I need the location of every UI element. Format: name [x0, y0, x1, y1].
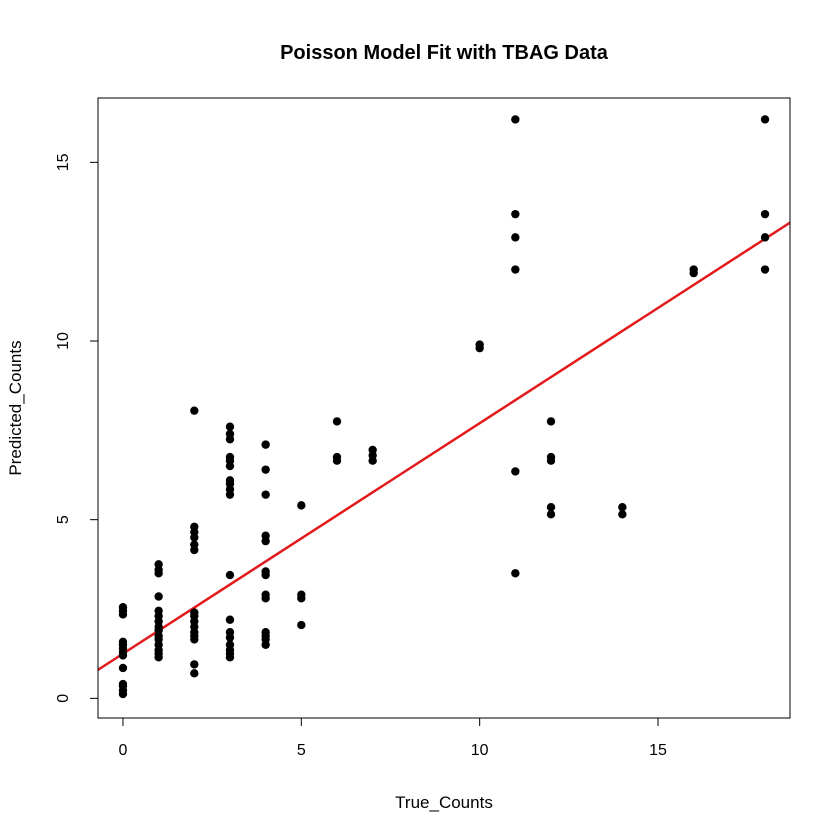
data-point-92	[546, 510, 556, 519]
data-point-74	[297, 620, 306, 630]
data-point-50	[225, 570, 235, 580]
data-point-48	[225, 628, 235, 637]
data-point-28	[190, 669, 199, 678]
data-point-95	[546, 452, 556, 462]
y-tick-label-3: 15	[55, 153, 72, 171]
data-point-76	[297, 590, 306, 599]
x-tick-label-1: 5	[297, 742, 306, 759]
data-point-57	[225, 452, 235, 462]
data-point-41	[190, 522, 199, 532]
data-point-91	[511, 115, 520, 124]
plot-frame	[97, 97, 791, 719]
data-point-24	[154, 592, 163, 601]
data-point-85	[475, 340, 484, 349]
y-tick-label-0: 0	[55, 694, 72, 703]
fit-line	[98, 221, 790, 671]
data-point-87	[511, 467, 520, 476]
data-point-68	[261, 567, 270, 576]
y-axis-label: Predicted_Counts	[6, 340, 25, 475]
fit-line-layer	[98, 221, 790, 671]
data-point-36	[190, 608, 199, 617]
data-point-60	[225, 422, 235, 431]
data-point-100	[689, 265, 698, 274]
data-point-88	[511, 265, 520, 274]
data-point-23	[154, 606, 163, 615]
data-point-29	[190, 660, 199, 669]
chart-title: Poisson Model Fit with TBAG Data	[280, 42, 609, 64]
data-point-72	[261, 465, 270, 474]
data-point-79	[332, 452, 342, 462]
data-point-54	[225, 476, 235, 485]
data-point-80	[332, 417, 342, 426]
axes-layer: 0 5 10 15 0 5 10 15	[55, 153, 667, 759]
data-point-93	[546, 502, 556, 512]
data-point-49	[225, 615, 235, 624]
data-point-46	[225, 640, 235, 649]
data-point-77	[297, 501, 306, 510]
data-point-98	[618, 502, 627, 512]
data-point-96	[546, 417, 556, 426]
x-tick-label-0: 0	[119, 742, 128, 759]
data-point-103	[760, 209, 770, 219]
data-point-4	[118, 663, 128, 673]
x-axis-label: True_Counts	[395, 793, 493, 812]
data-point-102	[760, 233, 770, 242]
data-point-86	[511, 569, 520, 578]
data-point-27	[154, 560, 163, 569]
data-point-70	[261, 531, 270, 540]
data-point-73	[261, 440, 270, 449]
data-point-89	[511, 233, 520, 242]
x-tick-label-3: 15	[649, 742, 667, 759]
data-point-97	[618, 510, 627, 519]
y-tick-label-2: 10	[55, 332, 72, 350]
data-point-3	[118, 679, 128, 689]
data-point-38	[190, 540, 199, 549]
data-point-101	[760, 265, 770, 274]
data-point-104	[760, 115, 770, 124]
data-point-66	[261, 590, 270, 599]
data-point-42	[190, 406, 199, 415]
data-point-90	[511, 209, 520, 219]
y-tick-label-1: 5	[55, 515, 72, 524]
data-point-71	[261, 490, 270, 499]
data-point-59	[225, 429, 235, 439]
data-point-64	[261, 628, 270, 637]
data-point-9	[118, 637, 128, 647]
data-point-83	[368, 445, 377, 455]
data-point-12	[118, 603, 128, 612]
x-tick-label-2: 10	[471, 742, 489, 759]
points-layer	[118, 115, 770, 699]
